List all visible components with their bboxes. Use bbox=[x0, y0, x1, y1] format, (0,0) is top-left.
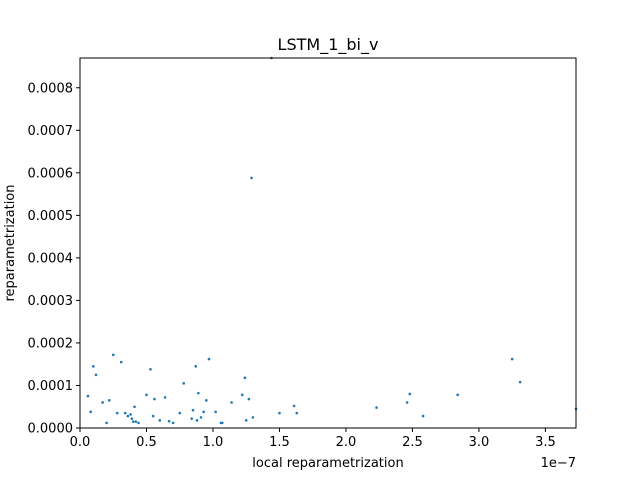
data-point bbox=[134, 420, 138, 423]
y-tick-label: 0.0007 bbox=[28, 124, 74, 139]
data-point bbox=[137, 421, 140, 425]
data-points bbox=[86, 56, 578, 425]
data-point bbox=[89, 410, 92, 414]
y-tick-label: 0.0002 bbox=[28, 336, 74, 351]
data-point bbox=[195, 419, 199, 422]
data-point bbox=[171, 421, 175, 425]
data-point bbox=[194, 365, 197, 368]
data-point bbox=[130, 417, 134, 420]
data-point bbox=[243, 376, 247, 380]
y-axis-label: reparametrization bbox=[3, 185, 18, 302]
data-point bbox=[111, 353, 115, 357]
data-point bbox=[250, 176, 253, 180]
y-tick-label: 0.0001 bbox=[28, 379, 74, 394]
x-tick-label: 1.5 bbox=[269, 435, 290, 450]
data-point bbox=[163, 396, 167, 399]
data-point bbox=[278, 411, 281, 415]
data-point bbox=[119, 360, 123, 364]
y-tick-label: 0.0000 bbox=[28, 422, 74, 437]
data-point bbox=[190, 417, 193, 420]
chart-title: LSTM_1_bi_v bbox=[278, 35, 379, 55]
x-tick-label: 2.5 bbox=[402, 435, 423, 450]
x-tick-label: 3.0 bbox=[469, 435, 490, 450]
data-point bbox=[240, 393, 244, 397]
data-point bbox=[145, 393, 148, 397]
data-point bbox=[123, 411, 127, 415]
data-point bbox=[220, 421, 224, 425]
y-tick-label: 0.0004 bbox=[28, 251, 74, 266]
data-point bbox=[107, 399, 111, 402]
data-point bbox=[86, 394, 90, 398]
y-tick-label: 0.0008 bbox=[28, 81, 74, 96]
data-point bbox=[214, 410, 217, 414]
data-point bbox=[178, 411, 182, 415]
data-point bbox=[247, 397, 251, 401]
x-tick-label: 3.5 bbox=[535, 435, 556, 450]
data-point bbox=[207, 357, 211, 361]
data-point bbox=[510, 357, 514, 361]
data-point bbox=[199, 416, 203, 419]
x-tick-label: 0.0 bbox=[70, 435, 91, 450]
data-point bbox=[456, 393, 459, 397]
x-axis-offset-label: 1e−7 bbox=[541, 456, 576, 471]
y-tick-label: 0.0003 bbox=[28, 294, 74, 309]
x-tick-label: 1.0 bbox=[203, 435, 224, 450]
data-point bbox=[126, 414, 130, 418]
data-point bbox=[115, 411, 119, 415]
data-point bbox=[230, 401, 233, 404]
data-point bbox=[295, 411, 299, 415]
data-point bbox=[375, 406, 378, 409]
axes-frame bbox=[79, 57, 577, 429]
x-axis-label: local reparametrization bbox=[252, 456, 403, 471]
data-point bbox=[197, 391, 200, 395]
data-point bbox=[167, 419, 171, 423]
y-tick-label: 0.0005 bbox=[28, 209, 74, 224]
data-point bbox=[251, 416, 255, 419]
data-point bbox=[151, 414, 155, 418]
data-point bbox=[131, 420, 135, 423]
data-point bbox=[105, 421, 108, 425]
data-point bbox=[94, 373, 98, 377]
data-point bbox=[92, 365, 95, 368]
y-tick-label: 0.0006 bbox=[28, 166, 74, 181]
data-point bbox=[149, 368, 152, 371]
data-point bbox=[153, 397, 156, 401]
x-tick-label: 2.0 bbox=[336, 435, 357, 450]
data-point bbox=[405, 401, 409, 404]
data-point bbox=[518, 380, 522, 384]
data-point bbox=[182, 382, 186, 385]
data-point bbox=[129, 413, 132, 416]
data-point bbox=[133, 405, 136, 409]
x-tick-label: 0.5 bbox=[136, 435, 157, 450]
data-point bbox=[101, 401, 104, 404]
data-point bbox=[158, 419, 162, 422]
data-point bbox=[191, 408, 195, 412]
data-point bbox=[408, 392, 412, 396]
data-point bbox=[421, 414, 425, 418]
y-axis-ticks: 0.0000 0.0001 0.0002 0.0003 0.0004 0.0005 0.00… bbox=[28, 81, 80, 437]
data-point bbox=[205, 399, 208, 402]
data-point bbox=[202, 410, 205, 414]
x-axis-ticks: 0.0 0.5 1.0 1.5 2.0 2.5 3.0 3.5 bbox=[70, 428, 556, 450]
data-point bbox=[244, 419, 248, 422]
data-point bbox=[292, 404, 296, 408]
